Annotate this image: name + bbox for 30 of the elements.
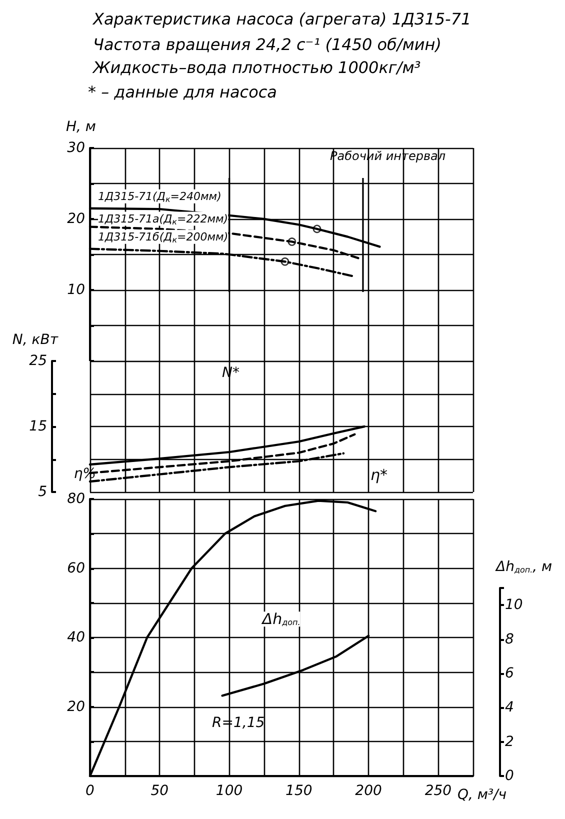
y-tick-label: 20 [67, 698, 86, 715]
y-tick-label: 2 [505, 734, 514, 750]
y-tick-label: 25 [29, 353, 48, 369]
y-axis-title: N, кВт [12, 332, 59, 348]
y-tick-label: 60 [67, 560, 86, 576]
y-tick-label: 4 [505, 700, 514, 716]
text: * – данные для насоса [88, 82, 277, 102]
chart-title: Характеристика насоса (агрегата) 1Д315-71 [92, 10, 472, 28]
y-tick-label: 10 [67, 282, 86, 298]
x-axis-title: Q, м³/ч [457, 787, 507, 803]
y-tick-label: 20 [67, 211, 86, 227]
x-tick-label: 150 [286, 783, 312, 799]
x-tick-label: 100 [216, 783, 243, 799]
chart-subtitle: Частота вращения 24,2 с⁻¹ (1450 об/мин) Жидкость–вода плотностью 1000кг/м³ [92, 35, 442, 77]
y-tick-label: 6 [505, 665, 514, 682]
text: Δhдоп. [261, 610, 300, 628]
y-axis-title: Δhдоп., м [495, 559, 553, 575]
y-axis-title: H, м [66, 119, 96, 135]
y-tick-label: 5 [38, 484, 48, 500]
series-label: η* [370, 466, 388, 484]
y-tick-label: 40 [67, 630, 86, 646]
y-tick-label: 10 [505, 597, 523, 614]
y-tick-label: 0 [505, 768, 514, 784]
x-tick-label: 250 [424, 783, 452, 799]
y-tick-label: 30 [67, 140, 86, 156]
x-tick-label: 50 [150, 783, 169, 799]
y-tick-label: 15 [29, 418, 48, 434]
y-tick-label: 8 [505, 631, 514, 648]
y-tick-label: 80 [67, 491, 86, 507]
x-tick-label: 200 [355, 783, 382, 799]
